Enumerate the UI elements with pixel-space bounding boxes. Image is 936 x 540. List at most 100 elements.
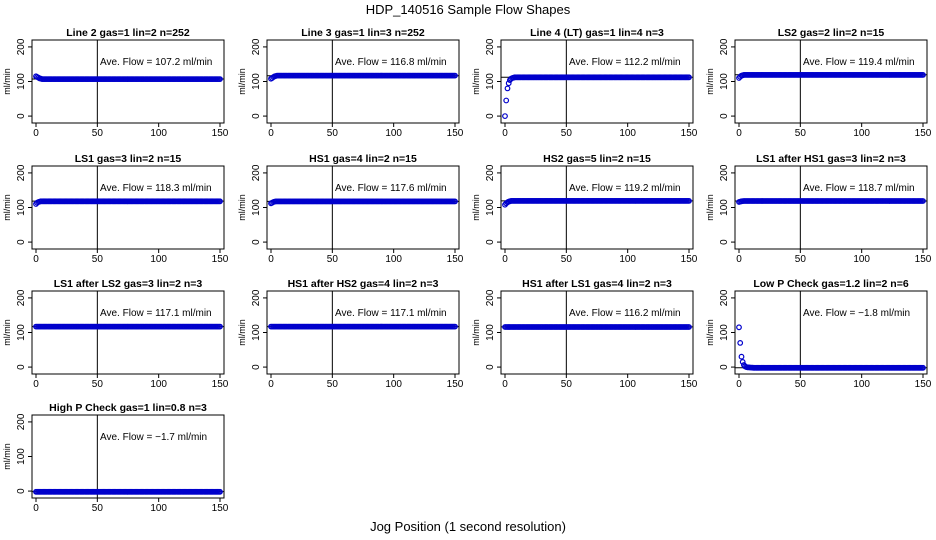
panel-title: HS1 after HS2 gas=4 lin=2 n=3 bbox=[288, 278, 439, 290]
x-tick-label: 50 bbox=[795, 379, 807, 390]
y-tick-label: 200 bbox=[16, 289, 27, 306]
y-tick-label: 0 bbox=[16, 239, 27, 245]
average-flow-annotation: Ave. Flow = 119.4 ml/min bbox=[803, 57, 915, 68]
x-tick-label: 50 bbox=[92, 503, 104, 514]
y-tick-label: 200 bbox=[485, 289, 496, 306]
y-tick-label: 0 bbox=[251, 113, 262, 119]
x-tick-label: 100 bbox=[150, 128, 167, 139]
x-tick-label: 50 bbox=[795, 128, 807, 139]
y-tick-label: 200 bbox=[485, 38, 496, 55]
y-tick-label: 100 bbox=[719, 199, 730, 216]
x-tick-label: 150 bbox=[681, 128, 698, 139]
x-tick-label: 100 bbox=[385, 379, 402, 390]
data-point bbox=[504, 85, 511, 92]
y-tick-label: 100 bbox=[485, 199, 496, 216]
plot-frame bbox=[266, 39, 460, 124]
panel-title: LS1 gas=3 lin=2 n=15 bbox=[75, 153, 182, 165]
data-point bbox=[920, 198, 926, 204]
x-tick-label: 150 bbox=[212, 379, 229, 390]
x-tick-label: 150 bbox=[212, 503, 229, 514]
x-tick-label: 0 bbox=[268, 128, 274, 139]
data-point bbox=[452, 323, 458, 330]
average-flow-annotation: Ave. Flow = 116.8 ml/min bbox=[335, 57, 447, 68]
data-point bbox=[738, 353, 745, 360]
x-tick-label: 150 bbox=[447, 254, 464, 265]
average-flow-annotation: Ave. Flow = −1.8 ml/min bbox=[803, 308, 910, 319]
plot-frame bbox=[500, 39, 694, 124]
panel-9: LS1 after LS2 gas=3 lin=2 n=3 0 50 100 150 0 1… bbox=[2, 278, 229, 390]
y-tick-label: 200 bbox=[251, 164, 262, 181]
x-tick-label: 100 bbox=[853, 128, 870, 139]
x-tick-label: 0 bbox=[502, 254, 508, 265]
y-tick-label: 200 bbox=[16, 38, 27, 55]
average-flow-annotation: Ave. Flow = 117.1 ml/min bbox=[100, 308, 212, 319]
x-tick-label: 100 bbox=[619, 128, 636, 139]
plot-frame bbox=[734, 290, 928, 375]
y-axis-label: ml/min bbox=[237, 68, 247, 95]
x-tick-label: 0 bbox=[268, 254, 274, 265]
average-flow-annotation: Ave. Flow = 117.6 ml/min bbox=[335, 183, 447, 194]
y-tick-label: 0 bbox=[485, 364, 496, 370]
y-axis-label: ml/min bbox=[471, 194, 481, 221]
y-tick-label: 200 bbox=[719, 289, 730, 306]
y-tick-label: 0 bbox=[16, 113, 27, 119]
panel-8: LS1 after HS1 gas=3 lin=2 n=3 0 50 100 150 0 1… bbox=[705, 153, 932, 265]
y-axis-label: ml/min bbox=[705, 194, 715, 221]
average-flow-annotation: Ave. Flow = 118.3 ml/min bbox=[100, 183, 212, 194]
x-tick-label: 0 bbox=[33, 503, 39, 514]
y-axis-label: ml/min bbox=[705, 319, 715, 346]
plot-frame bbox=[500, 165, 694, 250]
x-tick-label: 100 bbox=[385, 128, 402, 139]
panel-title: Line 4 (LT) gas=1 lin=4 n=3 bbox=[530, 27, 664, 39]
panel-7: HS2 gas=5 lin=2 n=15 0 50 100 150 0 100 200 ml/m… bbox=[471, 153, 698, 265]
panel-3: Line 4 (LT) gas=1 lin=4 n=3 0 50 100 150 0 100… bbox=[471, 27, 698, 139]
x-tick-label: 0 bbox=[736, 128, 742, 139]
panel-title: LS1 after LS2 gas=3 lin=2 n=3 bbox=[54, 278, 203, 290]
panel-6: HS1 gas=4 lin=2 n=15 0 50 100 150 0 100 200 ml/m… bbox=[237, 153, 464, 265]
x-tick-label: 150 bbox=[915, 128, 932, 139]
data-point bbox=[503, 97, 510, 104]
y-tick-label: 100 bbox=[251, 324, 262, 341]
data-point bbox=[217, 488, 223, 495]
data-point bbox=[686, 324, 692, 330]
x-tick-label: 0 bbox=[33, 128, 39, 139]
y-tick-label: 0 bbox=[16, 364, 27, 370]
x-tick-label: 50 bbox=[561, 379, 573, 390]
x-tick-label: 0 bbox=[736, 379, 742, 390]
average-flow-annotation: Ave. Flow = 118.7 ml/min bbox=[803, 183, 915, 194]
panel-2: Line 3 gas=1 lin=3 n=252 0 50 100 150 0 100 200… bbox=[237, 27, 464, 139]
x-tick-label: 50 bbox=[795, 254, 807, 265]
x-tick-label: 150 bbox=[447, 128, 464, 139]
x-tick-label: 0 bbox=[33, 379, 39, 390]
y-tick-label: 200 bbox=[251, 38, 262, 55]
x-tick-label: 50 bbox=[561, 254, 573, 265]
y-axis-label: ml/min bbox=[237, 319, 247, 346]
x-tick-label: 50 bbox=[327, 379, 339, 390]
y-axis-label: ml/min bbox=[705, 68, 715, 95]
y-axis-label: ml/min bbox=[2, 68, 12, 95]
panel-title: HS2 gas=5 lin=2 n=15 bbox=[543, 153, 651, 165]
y-tick-label: 0 bbox=[251, 364, 262, 370]
y-tick-label: 100 bbox=[16, 199, 27, 216]
y-axis-label: ml/min bbox=[2, 443, 12, 470]
x-axis-title: Jog Position (1 second resolution) bbox=[370, 519, 566, 534]
y-tick-label: 0 bbox=[719, 364, 730, 370]
x-tick-label: 100 bbox=[385, 254, 402, 265]
panel-title: High P Check gas=1 lin=0.8 n=3 bbox=[49, 402, 207, 414]
y-tick-label: 100 bbox=[719, 324, 730, 341]
plot-frame bbox=[266, 165, 460, 250]
x-tick-label: 100 bbox=[150, 503, 167, 514]
y-tick-label: 100 bbox=[251, 73, 262, 90]
y-tick-label: 100 bbox=[16, 448, 27, 465]
panel-5: LS1 gas=3 lin=2 n=15 0 50 100 150 0 100 200 ml/m… bbox=[2, 153, 229, 265]
y-tick-label: 0 bbox=[485, 239, 496, 245]
y-tick-label: 100 bbox=[485, 324, 496, 341]
data-point bbox=[686, 74, 692, 81]
plot-frame bbox=[31, 414, 225, 499]
average-flow-annotation: Ave. Flow = 116.2 ml/min bbox=[569, 308, 681, 319]
x-tick-label: 0 bbox=[502, 128, 508, 139]
y-tick-label: 0 bbox=[16, 488, 27, 494]
y-tick-label: 200 bbox=[16, 164, 27, 181]
panel-13: High P Check gas=1 lin=0.8 n=3 0 50 100 150 0… bbox=[2, 402, 229, 514]
